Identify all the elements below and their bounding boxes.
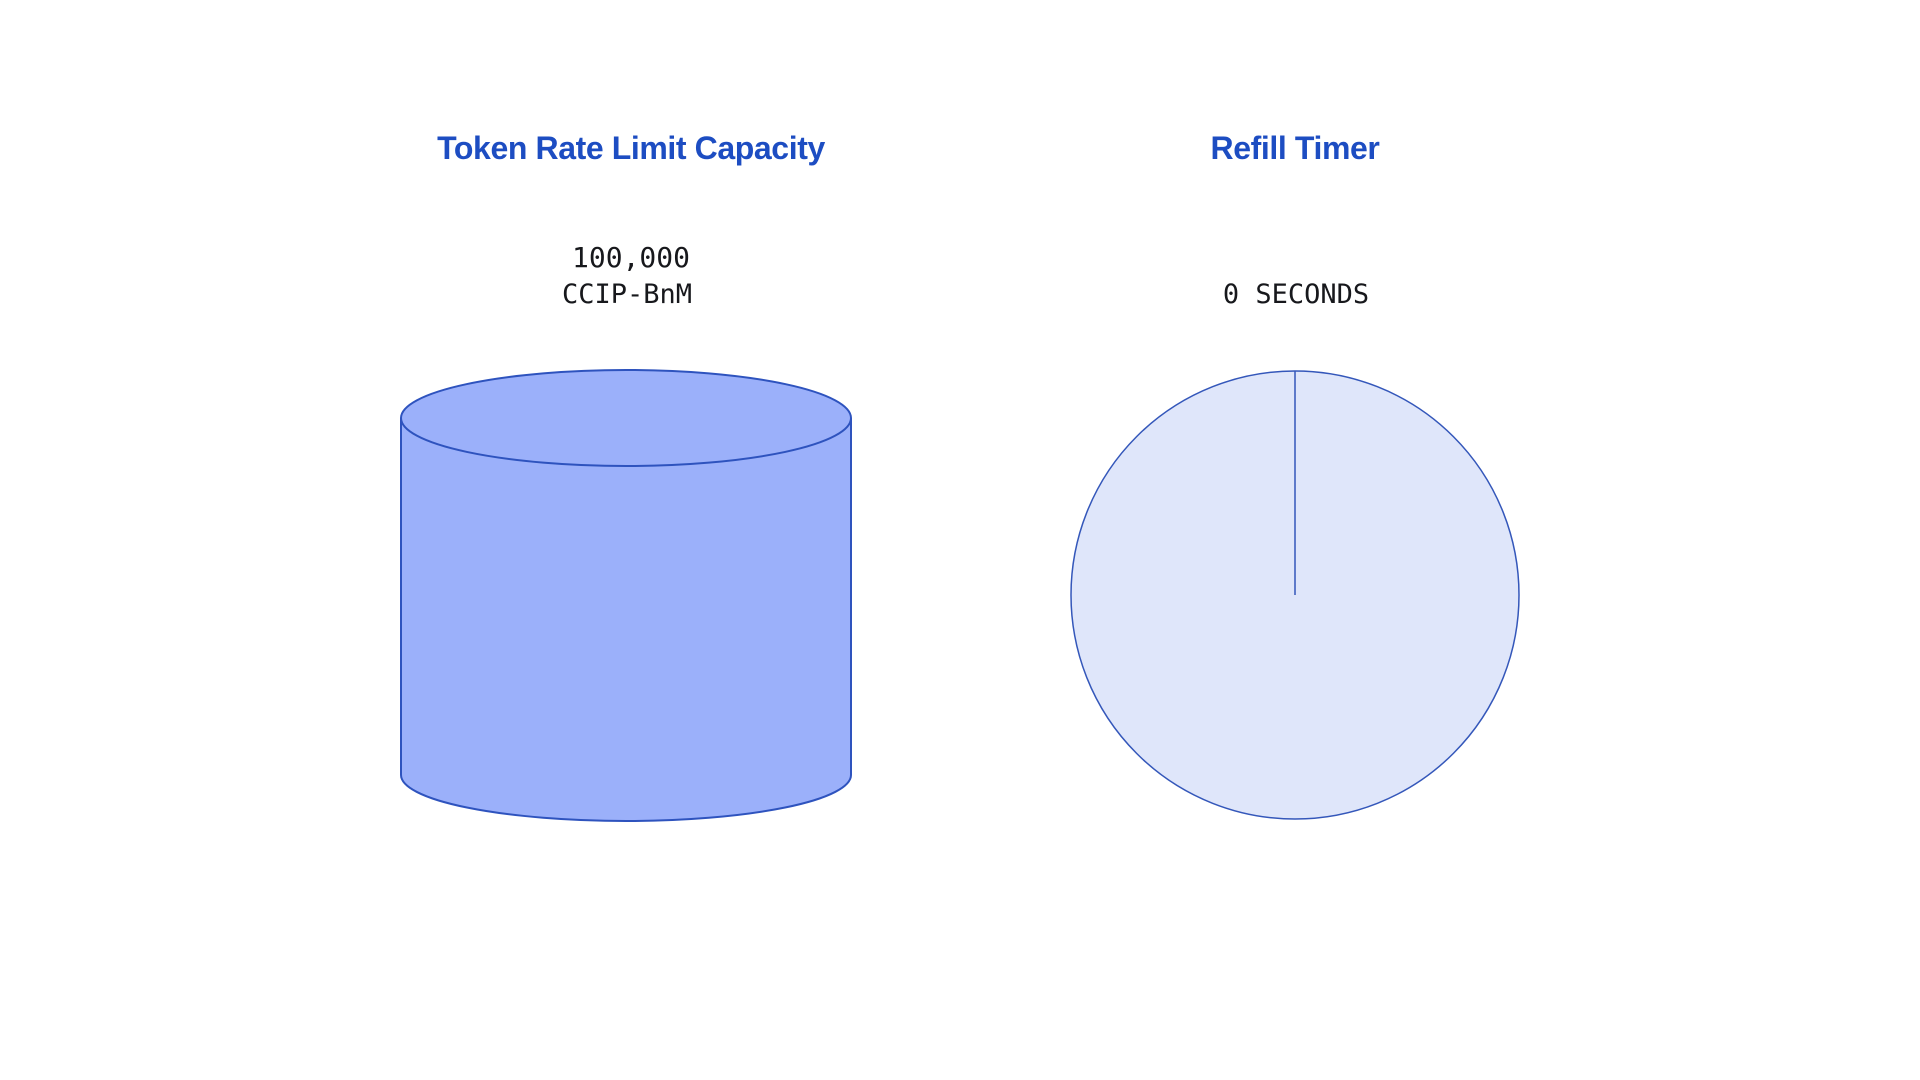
capacity-token-label: CCIP-BnM [561,279,693,310]
capacity-amount-value: 100,000 [571,241,691,274]
refill-panel-title: Refill Timer [1210,130,1380,166]
capacity-cylinder-icon [400,369,852,822]
cylinder-body [400,418,852,822]
cylinder-top-face [400,369,852,467]
capacity-panel-title: Token Rate Limit Capacity [437,130,825,166]
refill-timer-pie-icon [1070,370,1520,820]
refill-timer-value: 0 SECONDS [1222,279,1370,310]
